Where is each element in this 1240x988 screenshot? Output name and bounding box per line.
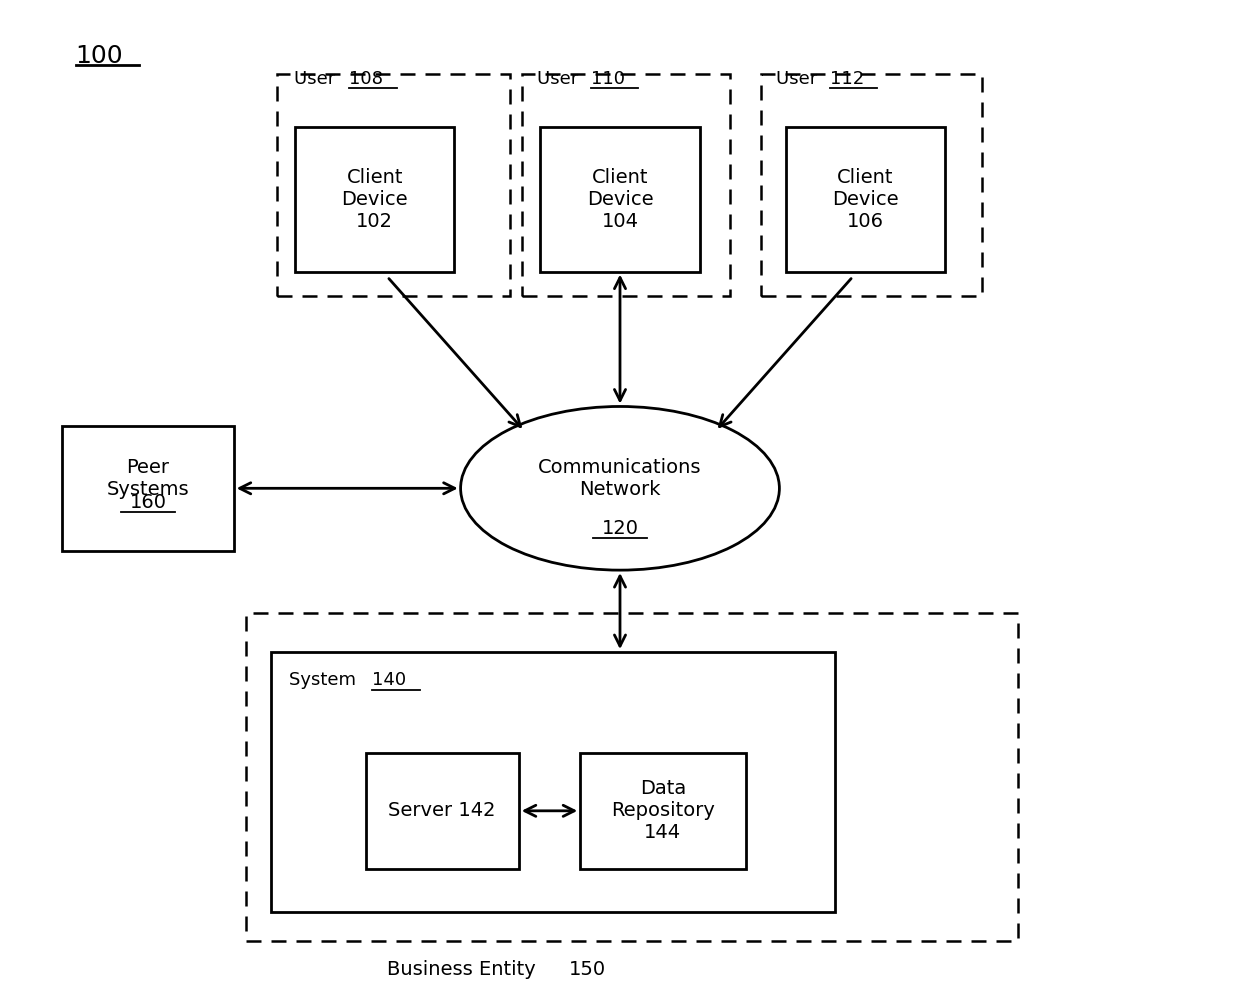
FancyBboxPatch shape: [522, 74, 730, 295]
FancyBboxPatch shape: [580, 753, 745, 868]
FancyBboxPatch shape: [246, 614, 1018, 941]
Text: Data
Repository
144: Data Repository 144: [611, 780, 714, 843]
Text: Client
Device
106: Client Device 106: [832, 168, 899, 231]
FancyBboxPatch shape: [541, 127, 699, 272]
Text: 160: 160: [129, 493, 166, 513]
FancyBboxPatch shape: [785, 127, 945, 272]
Text: 100: 100: [76, 43, 123, 67]
Text: Server 142: Server 142: [388, 801, 496, 820]
Text: 140: 140: [372, 671, 407, 690]
Text: Business Entity: Business Entity: [387, 960, 542, 979]
Ellipse shape: [460, 406, 780, 570]
Text: System: System: [289, 671, 362, 690]
Text: Peer
Systems: Peer Systems: [107, 458, 190, 499]
FancyBboxPatch shape: [270, 652, 835, 912]
FancyBboxPatch shape: [62, 426, 234, 551]
FancyBboxPatch shape: [295, 127, 455, 272]
FancyBboxPatch shape: [366, 753, 518, 868]
Text: User: User: [294, 70, 341, 88]
Text: 110: 110: [590, 70, 625, 88]
Text: 120: 120: [601, 520, 639, 538]
Text: Client
Device
104: Client Device 104: [587, 168, 653, 231]
FancyBboxPatch shape: [277, 74, 510, 295]
Text: Communications
Network: Communications Network: [538, 458, 702, 499]
Text: 150: 150: [568, 960, 605, 979]
Text: 112: 112: [830, 70, 864, 88]
Text: 108: 108: [348, 70, 383, 88]
Text: User: User: [537, 70, 584, 88]
Text: User: User: [776, 70, 822, 88]
FancyBboxPatch shape: [761, 74, 982, 295]
Text: Client
Device
102: Client Device 102: [341, 168, 408, 231]
